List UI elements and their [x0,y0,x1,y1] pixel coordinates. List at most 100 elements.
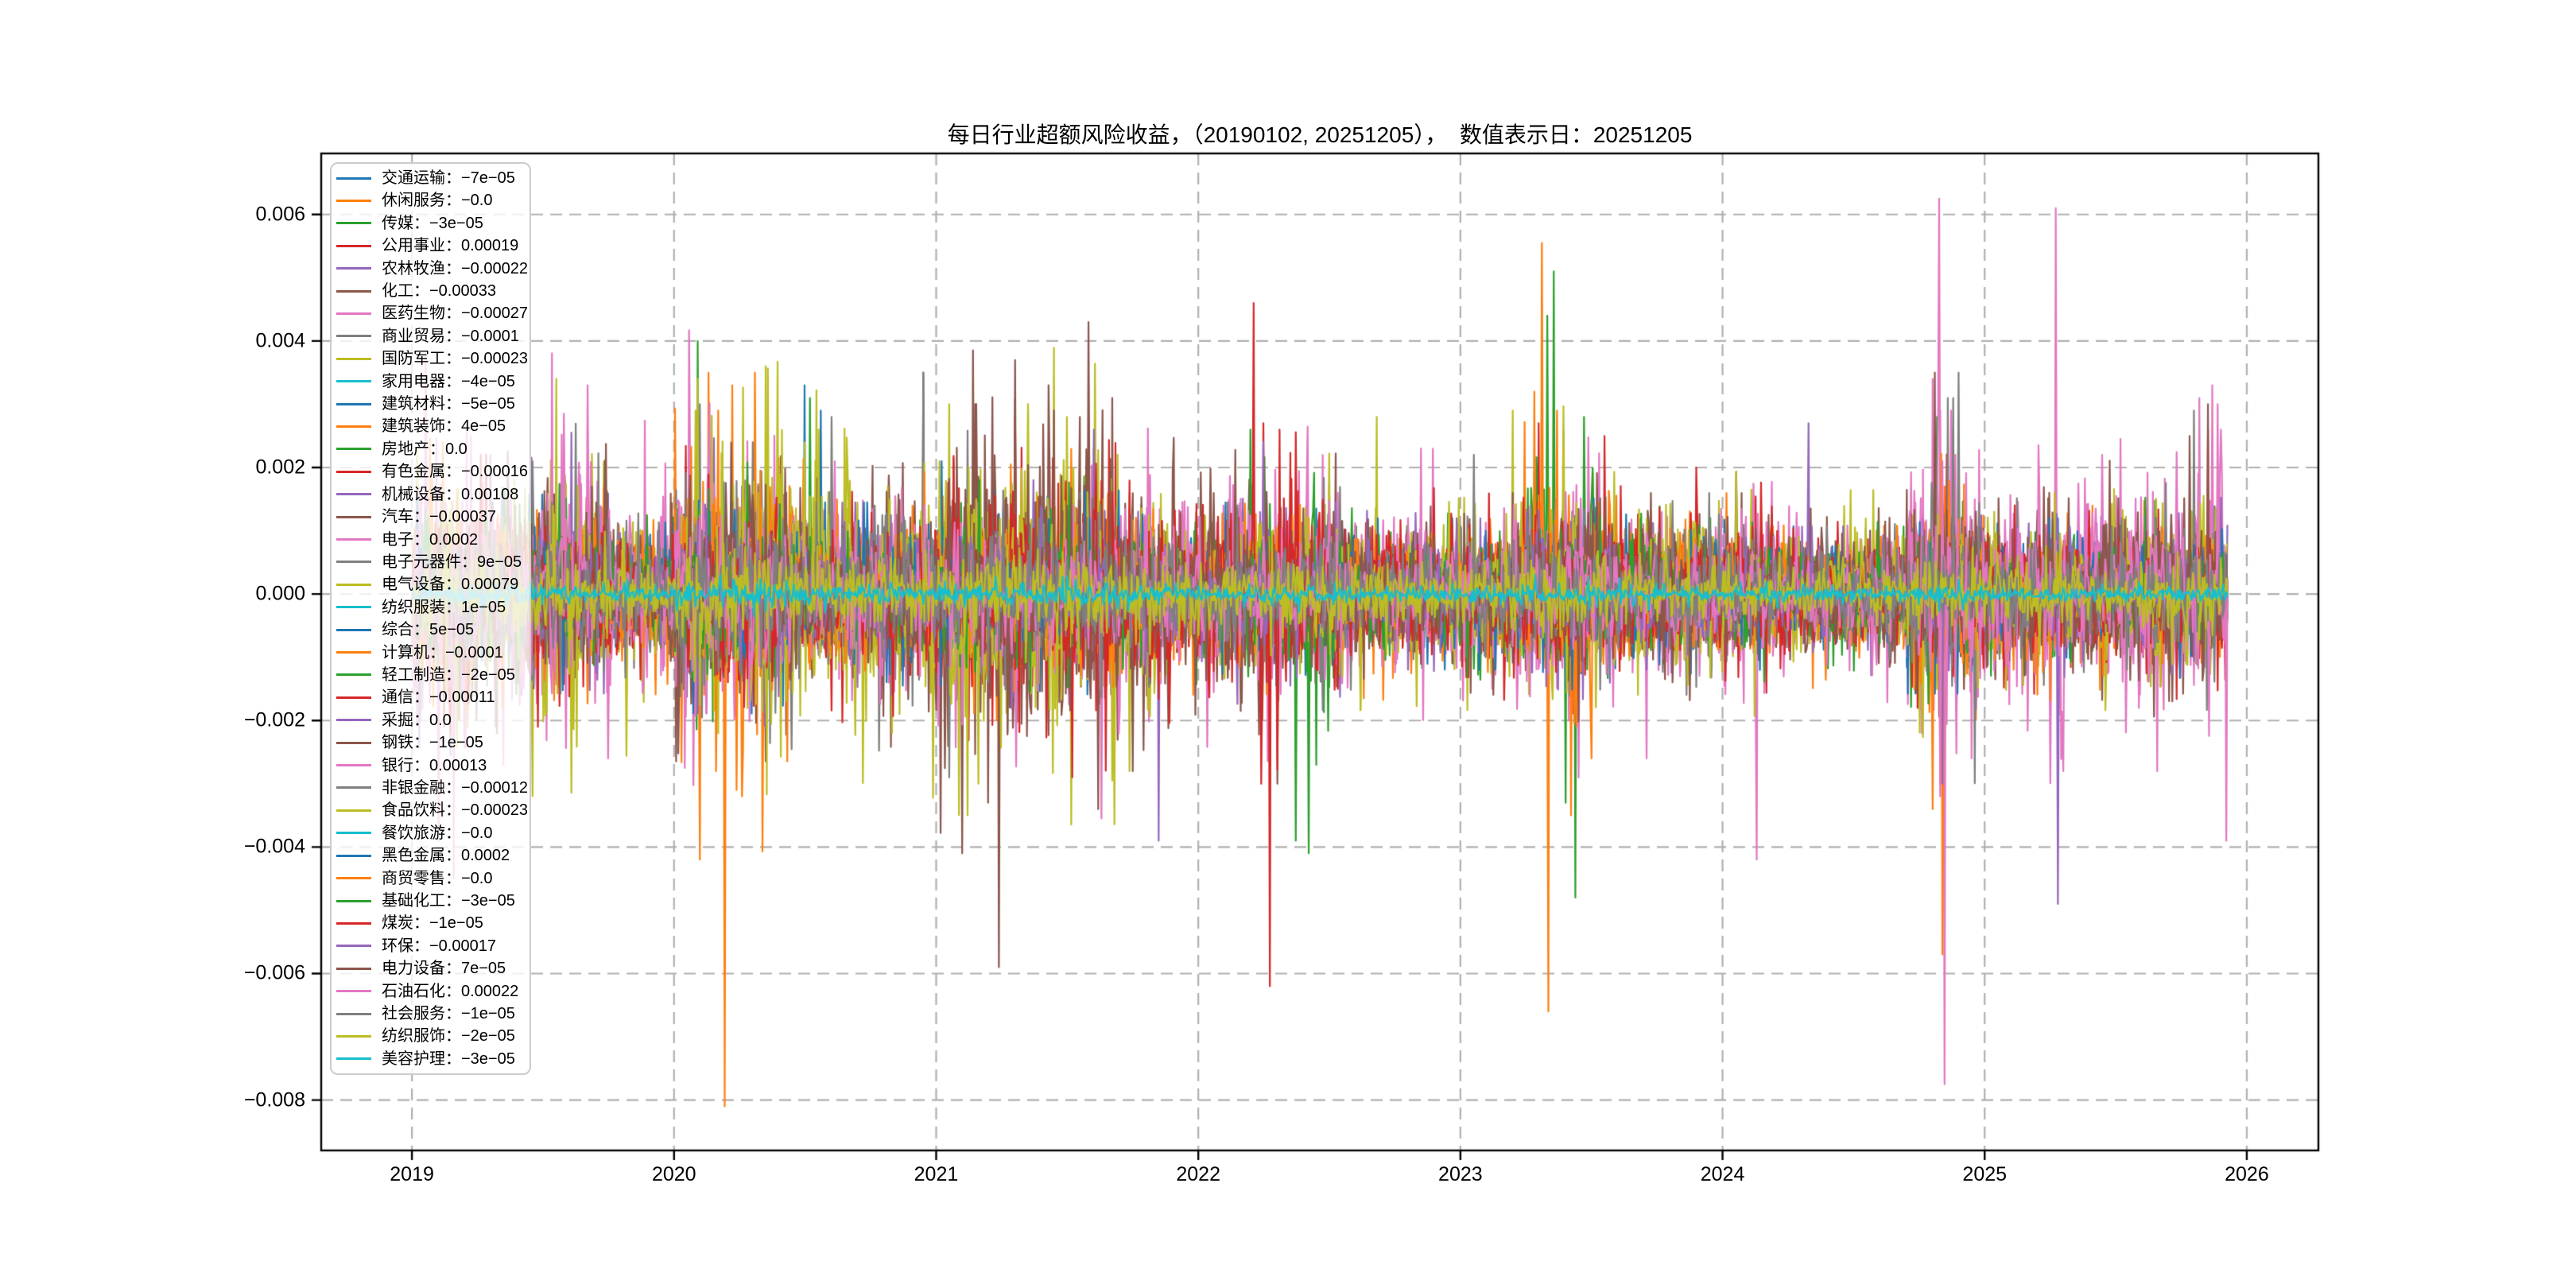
legend-line-swatch [336,606,371,609]
legend-label: 电子：0.0002 [382,530,479,549]
legend-line-swatch [336,921,371,925]
legend-item: 建筑装饰：4e−05 [332,415,530,437]
legend-item: 医药生物：−0.00027 [332,302,530,324]
legend-label: 非银金融：−0.00012 [382,778,528,797]
legend-label: 食品饮料：−0.00023 [382,801,528,820]
legend-label: 计算机：−0.0001 [382,643,503,661]
legend-label: 环保：−0.00017 [382,937,496,955]
legend-label: 电子元器件：9e−05 [382,553,522,571]
legend-line-swatch [336,832,371,835]
legend-item: 机械设备：0.00108 [332,483,530,506]
legend-label: 商贸零售：−0.0 [382,869,493,887]
legend-item: 化工：−0.00033 [332,280,530,302]
y-tick-label: −0.004 [243,835,305,858]
legend-item: 电子：0.0002 [332,529,530,551]
legend-item: 环保：−0.00017 [332,935,530,957]
legend-item: 纺织服饰：−2e−05 [332,1025,530,1047]
legend-label: 医药生物：−0.00027 [382,305,528,323]
legend-item: 餐饮旅游：−0.0 [332,822,530,844]
legend-item: 食品饮料：−0.00023 [332,799,530,821]
legend-label: 纺织服饰：−2e−05 [382,1027,515,1046]
legend-label: 黑色金属：0.0002 [382,847,510,865]
legend-item: 石油石化：0.00022 [332,980,530,1003]
legend-item: 美容护理：−3e−05 [332,1048,530,1070]
legend-line-swatch [336,177,371,180]
x-tick-label: 2021 [914,1163,959,1185]
legend-line-swatch [336,425,371,428]
legend-item: 休闲服务：−0.0 [332,189,530,211]
legend-line-swatch [336,289,371,293]
legend-line-swatch [336,628,371,631]
legend-label: 基础化工：−3e−05 [382,892,515,910]
legend-line-swatch [336,899,371,902]
legend-item: 黑色金属：0.0002 [332,844,530,867]
legend-item: 国防军工：−0.00023 [332,347,530,370]
legend-item: 交通运输：−7e−05 [332,167,530,189]
legend-line-swatch [336,380,371,383]
legend-box: 交通运输：−7e−05 休闲服务：−0.0 传媒：−3e−05 公用事业：0.0001… [330,162,531,1075]
legend-label: 家用电器：−4e−05 [382,372,515,390]
legend-line-swatch [336,854,371,857]
legend-label: 农林牧渔：−0.00022 [382,259,528,277]
legend-line-swatch [336,402,371,405]
legend-item: 商业贸易：−0.0001 [332,325,530,347]
legend-item: 房地产：0.0 [332,438,530,460]
legend-label: 建筑装饰：4e−05 [382,417,506,436]
legend-item: 家用电器：−4e−05 [332,370,530,393]
legend-label: 餐饮旅游：−0.0 [382,824,493,842]
legend-line-swatch [336,470,371,473]
legend-label: 交通运输：−7e−05 [382,169,515,187]
legend-line-swatch [336,561,371,564]
legend-item: 公用事业：0.00019 [332,235,530,257]
legend-line-swatch [336,1057,371,1061]
legend-line-swatch [336,764,371,767]
legend-label: 国防军工：−0.00023 [382,350,528,368]
legend-label: 银行：0.00013 [382,756,487,774]
y-tick-label: −0.006 [243,961,305,984]
legend-item: 轻工制造：−2e−05 [332,664,530,686]
legend-label: 机械设备：0.00108 [382,485,519,503]
y-tick-label: 0.000 [255,582,305,605]
legend-item: 纺织服装：1e−05 [332,596,530,619]
legend-label: 电力设备：7e−05 [382,960,506,978]
legend-item: 银行：0.00013 [332,755,530,777]
legend-line-swatch [336,719,371,722]
legend-line-swatch [336,538,371,541]
legend-line-swatch [336,809,371,812]
legend-item: 传媒：−3e−05 [332,212,530,235]
y-tick-label: 0.004 [255,329,305,352]
x-tick-label: 2026 [2225,1163,2269,1185]
y-tick-label: 0.006 [255,203,305,226]
legend-line-swatch [336,673,371,677]
x-tick-label: 2023 [1438,1163,1483,1185]
legend-line-swatch [336,786,371,789]
legend-line-swatch [336,990,371,993]
x-tick-label: 2024 [1700,1163,1745,1185]
legend-line-swatch [336,967,371,970]
legend-item: 有色金属：−0.00016 [332,460,530,483]
legend-item: 汽车：−0.00037 [332,506,530,528]
legend-item: 煤炭：−1e−05 [332,912,530,934]
legend-label: 建筑材料：−5e−05 [382,395,515,413]
legend-label: 休闲服务：−0.0 [382,192,493,210]
chart-title: 每日行业超额风险收益，（20190102, 20251205）， 数值表示日：2… [947,122,1693,147]
legend-line-swatch [336,877,371,880]
legend-line-swatch [336,267,371,270]
legend-label: 商业贸易：−0.0001 [382,327,519,345]
legend-item: 农林牧渔：−0.00022 [332,258,530,280]
legend-label: 有色金属：−0.00016 [382,463,528,481]
legend-item: 基础化工：−3e−05 [332,890,530,912]
legend-item: 电力设备：7e−05 [332,957,530,980]
legend-item: 钢铁：−1e−05 [332,731,530,754]
legend-item: 社会服务：−1e−05 [332,1003,530,1025]
legend-line-swatch [336,583,371,586]
legend-line-swatch [336,312,371,315]
legend-label: 电气设备：0.00079 [382,576,519,594]
legend-line-swatch [336,222,371,225]
legend-item: 非银金融：−0.00012 [332,777,530,799]
legend-label: 传媒：−3e−05 [382,214,483,232]
legend-label: 社会服务：−1e−05 [382,1005,515,1023]
legend-line-swatch [336,1034,371,1038]
